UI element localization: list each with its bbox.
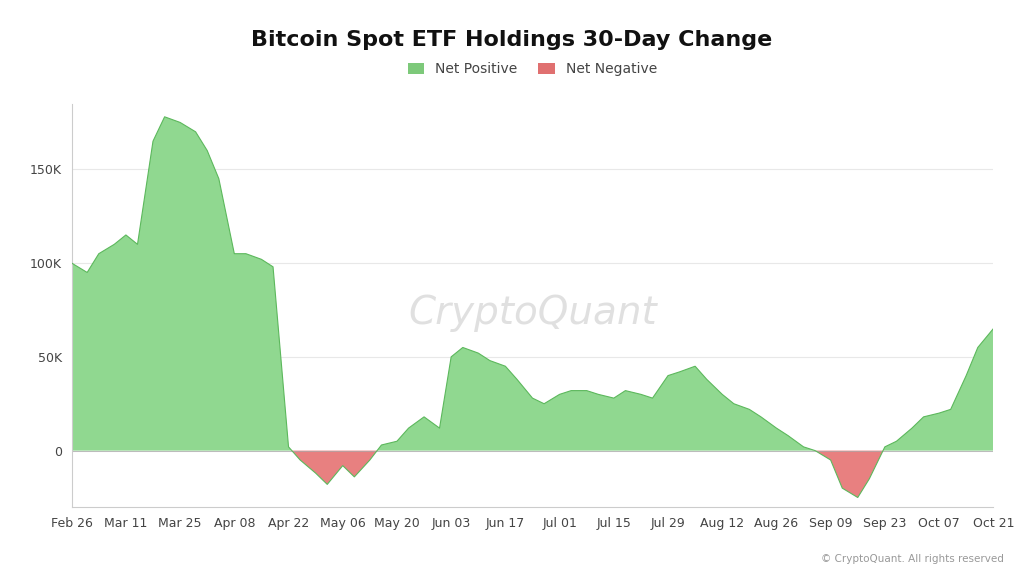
Text: CryptoQuant: CryptoQuant xyxy=(409,294,656,332)
Legend: Net Positive, Net Negative: Net Positive, Net Negative xyxy=(408,62,657,76)
Text: © CryptoQuant. All rights reserved: © CryptoQuant. All rights reserved xyxy=(820,555,1004,564)
Text: Bitcoin Spot ETF Holdings 30-Day Change: Bitcoin Spot ETF Holdings 30-Day Change xyxy=(251,31,773,50)
